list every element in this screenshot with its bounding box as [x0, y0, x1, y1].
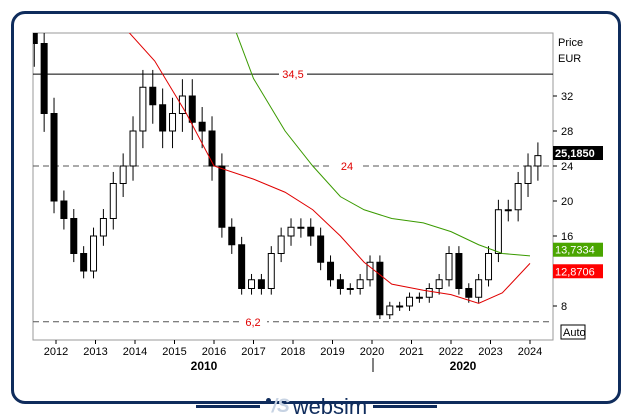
candle-body — [346, 288, 354, 290]
divider — [373, 405, 438, 408]
candle-body — [435, 279, 443, 289]
x-tick-label: 2021 — [399, 346, 423, 358]
candle-body — [109, 183, 117, 219]
candle-body — [356, 279, 364, 289]
candle-body — [129, 130, 137, 167]
divider — [195, 405, 260, 408]
candle-body — [99, 218, 107, 237]
ma-red-value: 12,8706 — [555, 266, 595, 278]
y-tick-label: 8 — [561, 301, 567, 313]
x-tick-label: 2016 — [202, 346, 226, 358]
candle-body — [277, 235, 285, 254]
candle-body — [297, 226, 305, 229]
candle-body — [386, 305, 394, 316]
y-tick-label: 24 — [561, 161, 573, 173]
candle-body — [425, 288, 433, 298]
ma-green-value: 13,7334 — [555, 245, 595, 257]
candles — [33, 33, 542, 320]
x-tick-label: 2013 — [83, 346, 107, 358]
ma-red-value-bg — [553, 264, 603, 279]
x-tick-label: 2018 — [281, 346, 305, 358]
y-tick-label: 16 — [561, 231, 573, 243]
candle-body — [33, 33, 38, 44]
candle-body — [534, 155, 542, 167]
candle-body — [169, 113, 177, 132]
candle-body — [494, 209, 502, 254]
y-axis-unit: EUR — [558, 53, 581, 65]
candle-body — [287, 226, 295, 237]
hline-label: 24 — [341, 161, 353, 173]
x-tick-label: 2012 — [44, 346, 68, 358]
hline-label-bg — [333, 160, 361, 172]
y-tick-label: 32 — [561, 91, 573, 103]
candle-body — [257, 279, 265, 289]
candle-body — [485, 253, 493, 281]
decade-label: 2020 — [450, 359, 477, 373]
candle-body — [70, 218, 78, 254]
hline-label: 6,2 — [245, 317, 260, 329]
x-tick-label: 2024 — [518, 346, 542, 358]
candle-body — [80, 253, 88, 272]
websim-logo: /S websim — [0, 394, 633, 419]
hline-label: 34,5 — [282, 69, 303, 81]
candle-body — [139, 86, 147, 132]
x-tick-label: 2019 — [320, 346, 344, 358]
candle-body — [366, 261, 374, 281]
moving-average-green — [235, 33, 531, 257]
candle-body — [465, 288, 473, 298]
decade-label: 2010 — [191, 359, 218, 373]
candle-body — [514, 183, 522, 211]
candle-body — [208, 130, 216, 167]
candle-body — [445, 253, 453, 281]
x-tick-label: 2023 — [478, 346, 502, 358]
candle-body — [327, 261, 335, 281]
candle-body — [50, 113, 58, 202]
candle-body — [188, 95, 196, 123]
ma-green-value-bg — [553, 242, 603, 257]
candle-body — [40, 43, 48, 114]
last-price-label: 25,1850 — [555, 148, 595, 160]
candle-body — [178, 95, 186, 114]
x-tick-label: 2015 — [162, 346, 186, 358]
candle-body — [406, 296, 414, 307]
auto-scale-label[interactable]: Auto — [563, 327, 586, 339]
candle-body — [218, 165, 226, 228]
candle-body — [90, 235, 98, 272]
candle-body — [238, 244, 246, 289]
candle-body — [336, 279, 344, 289]
y-tick-label: 28 — [561, 126, 573, 138]
candle-body — [415, 296, 423, 299]
candle-body — [504, 209, 512, 212]
y-tick-label: 20 — [561, 196, 573, 208]
candle-body — [317, 235, 325, 263]
auto-scale-button[interactable] — [560, 324, 586, 340]
candle-body — [455, 253, 463, 289]
last-price-label-bg — [553, 146, 603, 161]
candle-body — [475, 279, 483, 298]
candle-body — [159, 104, 167, 132]
x-tick-label: 2022 — [439, 346, 463, 358]
candle-body — [149, 86, 157, 106]
candle-body — [60, 200, 68, 219]
candle-body — [119, 165, 127, 184]
hline-label-bg — [279, 68, 307, 81]
x-tick-label: 2017 — [241, 346, 265, 358]
hline-label-bg — [239, 315, 267, 328]
candle-body — [524, 165, 532, 184]
logo-text: websim — [292, 393, 368, 419]
x-tick-label: 2020 — [360, 346, 384, 358]
x-tick-label: 2014 — [123, 346, 147, 358]
candle-body — [376, 261, 384, 316]
candle-body — [228, 226, 236, 246]
logo-mark: /S — [265, 396, 290, 418]
candle-body — [198, 121, 206, 132]
candle-body — [396, 305, 404, 308]
candle-body — [267, 253, 275, 289]
moving-average-red — [128, 33, 531, 304]
candle-body — [307, 226, 315, 237]
candle-body — [248, 279, 256, 289]
y-axis-label: Price — [558, 37, 583, 49]
